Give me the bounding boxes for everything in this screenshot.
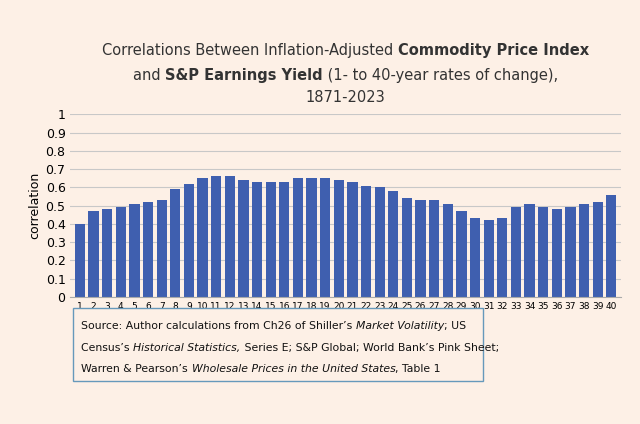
Bar [116,207,126,297]
Bar [143,202,153,297]
Bar [157,200,167,297]
Text: Census’s: Census’s [81,343,133,353]
Bar [456,211,467,297]
Bar [443,204,453,297]
Bar [102,209,112,297]
Text: Commodity Price Index: Commodity Price Index [398,43,589,58]
Bar [238,180,248,297]
Bar [402,198,412,297]
Text: Correlations Between Inflation-Adjusted: Correlations Between Inflation-Adjusted [102,43,398,58]
Bar [429,200,439,297]
Bar [333,180,344,297]
Bar [320,179,330,297]
Text: Series E; S&P Global; World Bank’s Pink Sheet;: Series E; S&P Global; World Bank’s Pink … [241,343,499,353]
Text: Warren & Pearson’s: Warren & Pearson’s [81,365,191,374]
Text: , Table 1: , Table 1 [396,365,441,374]
Text: (1- to 40-year rates of change),: (1- to 40-year rates of change), [323,67,558,83]
Bar [348,182,358,297]
Text: Source: Author calculations from Ch26 of Shiller’s: Source: Author calculations from Ch26 of… [81,321,356,332]
Bar [279,182,289,297]
Bar [266,182,276,297]
Bar [293,179,303,297]
Bar [552,209,562,297]
Bar [88,211,99,297]
Bar [524,204,534,297]
Bar [415,200,426,297]
Bar [579,204,589,297]
Bar [225,176,235,297]
FancyBboxPatch shape [73,308,483,381]
Bar [484,220,493,297]
Text: 1871-2023: 1871-2023 [306,90,385,106]
Bar [565,207,575,297]
Text: Market Volatility: Market Volatility [356,321,444,332]
Bar [511,207,521,297]
Bar [388,191,398,297]
X-axis label: Annual rate-of-change intervals: Annual rate-of-change intervals [246,315,445,328]
Bar [470,218,480,297]
Bar [75,224,85,297]
Bar [361,186,371,297]
Bar [129,204,140,297]
Bar [606,195,616,297]
Bar [374,187,385,297]
Bar [211,176,221,297]
Text: Wholesale Prices in the United States: Wholesale Prices in the United States [191,365,396,374]
Text: S&P Earnings Yield: S&P Earnings Yield [165,67,323,83]
Text: and: and [133,67,165,83]
Text: Historical Statistics,: Historical Statistics, [133,343,241,353]
Bar [184,184,194,297]
Bar [307,179,317,297]
Text: ; US: ; US [444,321,467,332]
Bar [497,218,508,297]
Bar [593,202,603,297]
Bar [198,179,207,297]
Bar [170,189,180,297]
Bar [538,207,548,297]
Bar [252,182,262,297]
Y-axis label: correlation: correlation [28,172,42,239]
